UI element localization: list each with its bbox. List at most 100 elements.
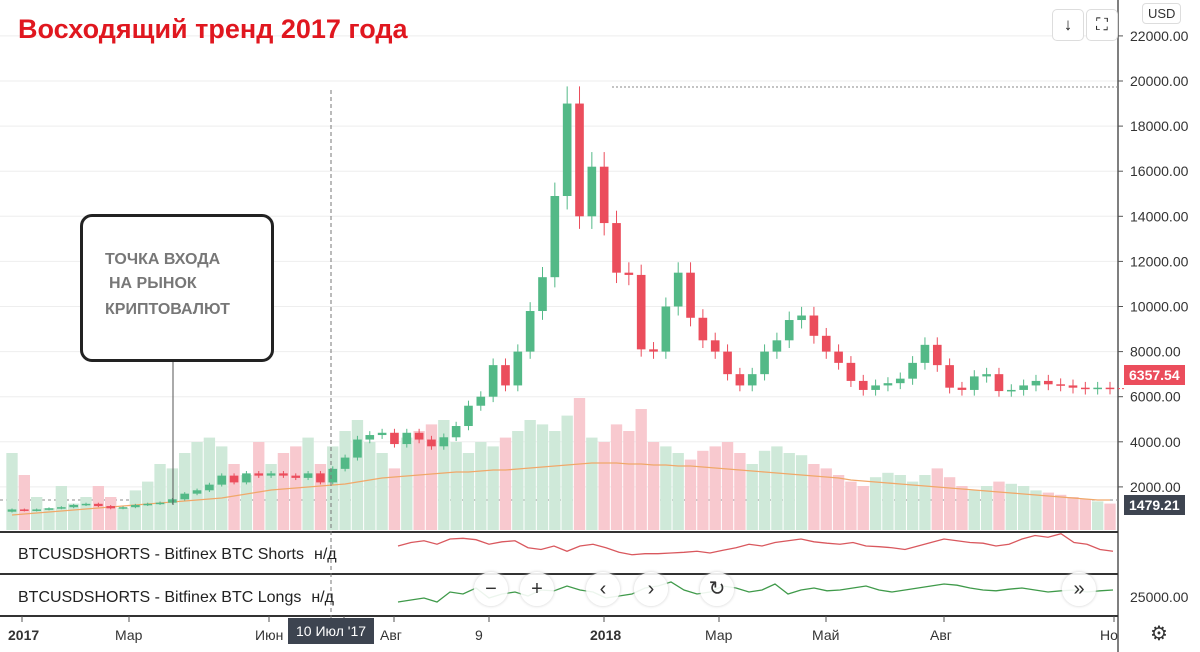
candle-body: [821, 335, 831, 352]
longs-line: [397, 581, 1114, 603]
candle-body: [797, 315, 806, 321]
x-tick-label: 2017: [8, 627, 39, 643]
x-tick-label: 2018: [590, 627, 621, 643]
reset-icon[interactable]: ↻: [700, 572, 734, 606]
settings-gear-icon: ⚙: [1150, 623, 1168, 645]
entry-point-callout: ТОЧКА ВХОДА НА РЫНОК КРИПТОВАЛЮТ: [80, 214, 274, 362]
candle-body: [994, 374, 1004, 392]
candle-body: [772, 340, 782, 352]
candle-body: [266, 473, 276, 476]
shorts-line: [397, 533, 1114, 556]
candle-body: [32, 509, 41, 511]
candle-body: [932, 344, 942, 366]
candle-body: [550, 196, 560, 278]
y-tick-label: 22000.00: [1130, 28, 1189, 44]
volume-bar: [401, 437, 413, 530]
volume-bar: [351, 420, 364, 530]
fullscreen-icon[interactable]: ⛶: [1086, 9, 1118, 41]
volume-bar: [968, 490, 980, 530]
longs-pane-label: BTCUSDSHORTS - Bitfinex BTC Longs н/д: [18, 589, 334, 607]
candle-body: [168, 499, 177, 503]
candle-body: [982, 374, 991, 377]
candle-body: [303, 473, 313, 478]
x-tick-label: Мар: [115, 627, 143, 643]
volume-bar: [993, 481, 1005, 530]
volume-bar: [253, 442, 265, 530]
scroll-to-end-button[interactable]: »: [1062, 572, 1096, 606]
candle-body: [1056, 384, 1065, 386]
volume-bar: [154, 464, 166, 530]
y-tick-label: 8000.00: [1130, 344, 1181, 360]
volume-bar: [635, 409, 647, 530]
currency-label[interactable]: USD: [1142, 3, 1182, 24]
volume-bar: [1067, 497, 1079, 530]
volume-bar: [820, 468, 832, 530]
candle-body: [1068, 385, 1078, 388]
y-tick-label: 14000.00: [1130, 208, 1189, 224]
y-tick-label: 2000.00: [1130, 479, 1181, 495]
candle-body: [155, 502, 165, 505]
candle-body: [846, 362, 856, 381]
volume-bar: [524, 420, 536, 530]
volume-bar: [894, 475, 906, 530]
candle-body: [414, 432, 424, 440]
volume-bar: [129, 490, 142, 530]
candle-body: [599, 166, 609, 224]
candle-body: [1105, 387, 1115, 390]
volume-bar: [314, 464, 327, 530]
callout-line-2: НА РЫНОК: [109, 275, 197, 292]
zoom-in-button[interactable]: +: [520, 572, 554, 606]
volume-bar: [1042, 492, 1054, 530]
volume-bar: [758, 450, 771, 530]
candle-body: [57, 507, 66, 509]
volume-bar: [660, 446, 672, 530]
candle-body: [143, 503, 153, 506]
shorts-label: BTCUSDSHORTS - Bitfinex BTC Shorts: [18, 546, 304, 563]
candle-body: [390, 432, 399, 445]
volume-bar: [512, 431, 524, 530]
volume-bar: [425, 424, 438, 530]
y-tick-label: 6000.00: [1130, 389, 1181, 405]
candle-body: [612, 223, 621, 273]
chart-title: Восходящий тренд 2017 года: [18, 14, 408, 44]
scroll-right-button[interactable]: ›: [634, 572, 668, 606]
candle-body: [784, 320, 794, 341]
volume-tag: 1479.21: [1124, 495, 1185, 515]
volume-bar: [882, 472, 894, 530]
y-tick-label: 16000.00: [1130, 163, 1189, 179]
volume-bar: [105, 497, 117, 530]
candle-body: [920, 344, 930, 363]
candle-body: [94, 503, 103, 507]
volume-bar: [68, 503, 80, 530]
candle-body: [698, 317, 708, 341]
candle-body: [686, 272, 695, 318]
longs-value: н/д: [311, 589, 334, 606]
arrow-down-icon[interactable]: ↓: [1052, 9, 1084, 41]
volume-bar: [672, 453, 684, 530]
volume-bar: [536, 424, 549, 530]
scroll-left-button[interactable]: ‹: [586, 572, 620, 606]
volume-bar: [869, 477, 882, 530]
volume-bar: [586, 437, 598, 530]
zoom-out-button[interactable]: −: [474, 572, 508, 606]
volume-bar: [1079, 499, 1091, 530]
candle-body: [44, 508, 54, 510]
volume-bar: [117, 508, 129, 530]
volume-bar: [1030, 490, 1042, 530]
callout-line-3: КРИПТОВАЛЮТ: [105, 301, 230, 318]
candle-body: [809, 315, 819, 336]
candle-body: [476, 396, 486, 406]
volume-bar: [623, 431, 635, 530]
candle-body: [513, 351, 523, 386]
volume-bar: [1017, 486, 1030, 530]
volume-bar: [240, 475, 253, 530]
x-tick-label: 9: [475, 627, 483, 643]
candle-body: [908, 362, 917, 379]
volume-bar: [684, 459, 697, 530]
volume-bar: [302, 437, 314, 530]
candle-body: [957, 387, 967, 390]
volume-bar: [845, 481, 857, 530]
volume-bar: [832, 475, 845, 530]
volume-bar: [179, 453, 191, 530]
